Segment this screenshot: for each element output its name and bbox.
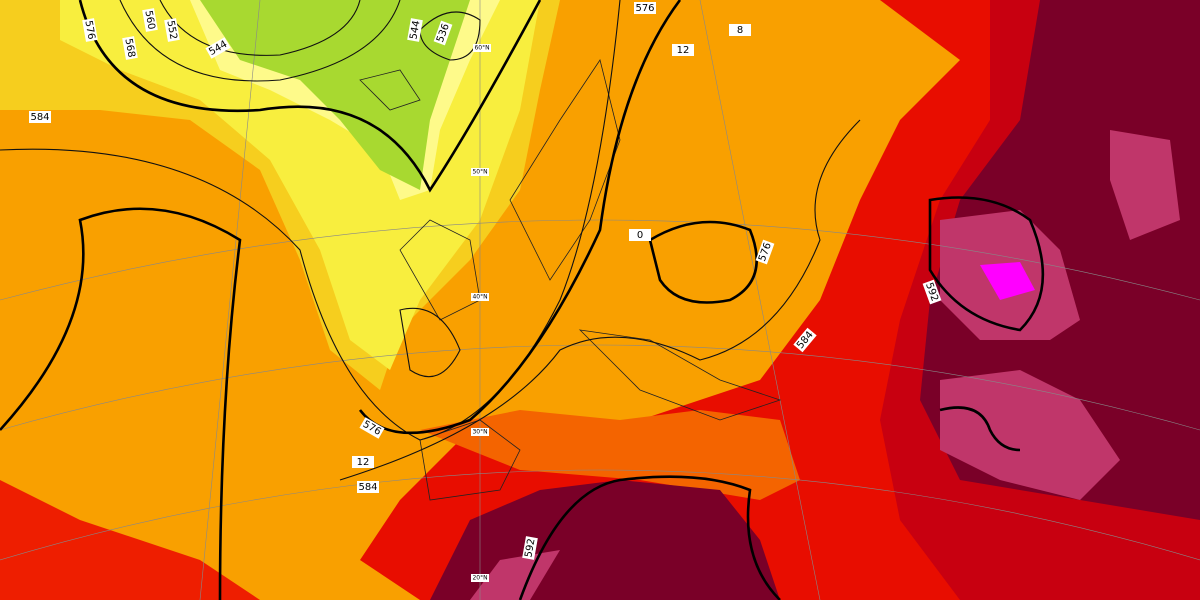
field-pink-south bbox=[470, 550, 560, 600]
field-magenta bbox=[980, 262, 1035, 300]
latitude-label: 40°N bbox=[472, 294, 487, 301]
contour-thick bbox=[358, 0, 682, 435]
contour-thick bbox=[928, 196, 1045, 332]
latitude-label-bg bbox=[471, 428, 489, 436]
latitude-label-bg bbox=[471, 293, 489, 301]
contour-label-bg bbox=[634, 2, 656, 14]
field-red-sw bbox=[0, 480, 260, 600]
contour-label: 0 bbox=[637, 230, 643, 241]
latitude-label-group: 30°N bbox=[471, 428, 489, 436]
contour-label: 568 bbox=[122, 38, 136, 59]
contour-label: 584 bbox=[30, 112, 49, 123]
contour bbox=[119, 0, 401, 82]
contour bbox=[159, 0, 361, 56]
latitude-line bbox=[0, 344, 1200, 431]
latitude-label-bg bbox=[471, 574, 489, 582]
contour-label-group: 592 bbox=[522, 536, 538, 560]
contour-thick bbox=[0, 207, 242, 600]
contour-label-group: 576 bbox=[634, 2, 656, 14]
contour-label-bg bbox=[793, 327, 817, 353]
contour-label-bg bbox=[29, 111, 51, 123]
contour-label: 584 bbox=[358, 482, 377, 493]
contour-label-bg bbox=[433, 20, 453, 46]
contour-label-bg bbox=[629, 229, 651, 241]
contour-label-bg bbox=[357, 481, 379, 493]
latitude-label-group: 50°N bbox=[471, 168, 489, 176]
contour-label-group: 568 bbox=[122, 36, 138, 60]
contour-label: 12 bbox=[357, 457, 370, 468]
latitude-label-bg bbox=[471, 168, 489, 176]
contour-label: 8 bbox=[737, 25, 743, 36]
coastline bbox=[578, 329, 782, 421]
contour-label-group: 12 bbox=[352, 456, 374, 468]
contour-label-bg bbox=[729, 24, 751, 36]
contour-label-bg bbox=[82, 18, 98, 42]
contour-label: 576 bbox=[635, 3, 654, 14]
longitude-line bbox=[199, 0, 261, 600]
latitude-label-group: 40°N bbox=[471, 293, 489, 301]
contour-label: 12 bbox=[677, 45, 690, 56]
contour-label-bg bbox=[407, 18, 423, 42]
contour bbox=[339, 119, 861, 481]
latitude-label-bg bbox=[473, 44, 491, 52]
contour-label-bg bbox=[122, 36, 138, 60]
coastline bbox=[419, 419, 521, 501]
contour-label-bg bbox=[164, 18, 180, 42]
latitude-label-group: 20°N bbox=[471, 574, 489, 582]
contour-label: 552 bbox=[164, 20, 178, 41]
latitude-label: 20°N bbox=[472, 575, 487, 582]
longitude-line bbox=[699, 0, 821, 600]
contour-thick bbox=[939, 406, 1021, 452]
contour-label-group: 584 bbox=[357, 481, 379, 493]
contour-label-bg bbox=[359, 417, 385, 439]
latitude-line bbox=[0, 469, 1200, 561]
contour-label-group: 12 bbox=[672, 44, 694, 56]
contour-label-bg bbox=[522, 536, 538, 560]
coastlines bbox=[359, 59, 782, 501]
contour-label-group: 552 bbox=[164, 18, 180, 42]
contour-label-bg bbox=[922, 279, 942, 305]
contour bbox=[399, 307, 461, 378]
latitude-label: 60°N bbox=[474, 45, 489, 52]
contour-thick bbox=[648, 220, 758, 304]
contour-label-bg bbox=[755, 239, 775, 265]
latitude-label: 50°N bbox=[472, 169, 487, 176]
contour-label-bg bbox=[205, 37, 231, 59]
field-pink bbox=[940, 130, 1180, 500]
contour-label: 592 bbox=[523, 538, 537, 559]
contours bbox=[0, 0, 1045, 600]
contour-label-group: 576 bbox=[82, 18, 98, 42]
contour-label-bg bbox=[352, 456, 374, 468]
latitude-label-group: 60°N bbox=[473, 44, 491, 52]
coastline bbox=[509, 59, 621, 281]
contour-label: 560 bbox=[142, 10, 156, 31]
contour-label-group: 8 bbox=[729, 24, 751, 36]
contour-label: 576 bbox=[82, 20, 96, 41]
contour-thick bbox=[78, 0, 542, 193]
contour-label: 544 bbox=[408, 20, 422, 41]
latitude-label: 30°N bbox=[472, 429, 487, 436]
contour-label-bg bbox=[142, 8, 158, 32]
field-green bbox=[200, 0, 470, 190]
contour bbox=[0, 0, 621, 441]
coastline bbox=[399, 219, 481, 321]
latitude-line bbox=[0, 219, 1200, 301]
contour-thick bbox=[518, 475, 781, 600]
coastline bbox=[359, 69, 421, 111]
contour-label-group: 544 bbox=[407, 18, 423, 42]
contour-label-bg bbox=[672, 44, 694, 56]
contour-label-group: 584 bbox=[29, 111, 51, 123]
contour-label-group: 0 bbox=[629, 229, 651, 241]
contour-label-group: 560 bbox=[142, 8, 158, 32]
